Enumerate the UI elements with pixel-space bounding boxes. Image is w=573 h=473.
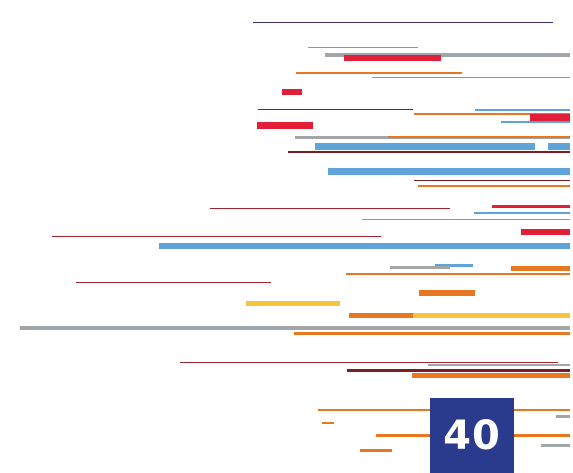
stripe-blue-2 xyxy=(308,47,418,48)
stripe-maroon-27 xyxy=(52,236,381,237)
stripe-gray-48 xyxy=(541,444,570,447)
stripe-orange-36 xyxy=(349,313,414,318)
stripe-gray-38 xyxy=(20,326,570,330)
stripe-blue-24 xyxy=(474,212,570,214)
stripe-blue-19 xyxy=(328,168,570,175)
stripe-gray-41 xyxy=(428,364,570,366)
stripe-maroon-40 xyxy=(180,362,558,363)
stripe-gray-30 xyxy=(390,266,450,269)
stripe-maroon-22 xyxy=(210,208,450,209)
stripe-orange-34 xyxy=(419,290,475,296)
stripe-gray-45 xyxy=(556,415,570,418)
stripe-darkred-18 xyxy=(288,151,570,153)
number-badge: 40 xyxy=(430,398,514,473)
stripe-orange-10 xyxy=(414,113,570,115)
stripe-red-11 xyxy=(530,114,570,121)
stripe-red-7 xyxy=(282,89,302,95)
stripe-red-4 xyxy=(344,55,441,61)
stripe-orange-5 xyxy=(296,72,462,74)
stripe-orange-32 xyxy=(346,273,570,275)
stripe-yellow-37 xyxy=(413,313,570,318)
stripe-blue-29 xyxy=(435,264,473,267)
stripe-orange-46 xyxy=(322,422,334,424)
stripe-blue-6 xyxy=(372,77,570,78)
stripe-red-23 xyxy=(492,205,570,208)
stripe-yellow-35 xyxy=(246,301,340,306)
stripe-red-26 xyxy=(521,229,570,235)
stripe-orange-39 xyxy=(294,332,570,335)
stripe-gray-3 xyxy=(325,53,570,57)
stripe-orange-31 xyxy=(511,266,570,271)
stripe-orange-49 xyxy=(360,449,392,452)
stripe-navy-8 xyxy=(258,109,413,110)
stripe-navy-1 xyxy=(253,22,553,23)
stripe-blue-17 xyxy=(548,143,570,150)
stripe-darkred-20 xyxy=(414,180,570,181)
stripe-blue-9 xyxy=(475,109,570,111)
stripe-orange-15 xyxy=(388,136,570,138)
stripe-red-13 xyxy=(257,122,313,129)
stripe-orange-21 xyxy=(418,185,570,187)
stripe-darkred-42 xyxy=(347,369,570,372)
stripe-blue-16 xyxy=(315,143,535,150)
stripe-blue-25 xyxy=(362,219,570,220)
stripe-blue-28 xyxy=(159,243,570,249)
stripe-blue-12 xyxy=(501,121,570,123)
stripe-maroon-33 xyxy=(76,282,271,283)
stripe-orange-43 xyxy=(412,373,570,378)
